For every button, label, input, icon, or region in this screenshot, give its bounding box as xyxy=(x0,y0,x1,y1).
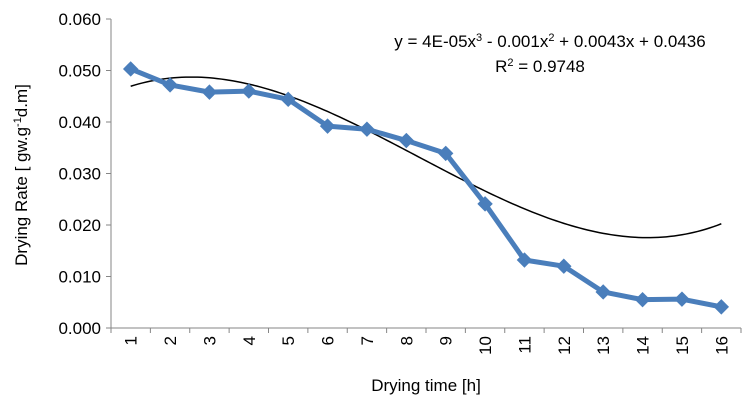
data-point-marker xyxy=(201,84,218,100)
equation-part-2: - 0.001x xyxy=(482,32,549,51)
x-tick-label: 12 xyxy=(555,336,574,355)
data-point-marker xyxy=(674,291,690,307)
data-point-marker xyxy=(280,91,296,108)
equation-part-3: + 0.0043x + 0.0436 xyxy=(554,32,705,51)
y-tick-label: 0.020 xyxy=(58,216,101,235)
data-point-marker xyxy=(437,145,454,162)
series-line xyxy=(129,66,722,310)
x-tick-label: 9 xyxy=(437,336,456,345)
x-tick-label: 16 xyxy=(712,336,731,355)
data-point-marker xyxy=(162,77,178,93)
data-point-marker xyxy=(241,83,257,99)
equation-sup-2: 2 xyxy=(548,32,554,44)
x-tick-label: 13 xyxy=(594,336,613,355)
r2-part-2: = 0.9748 xyxy=(514,57,585,76)
y-tick-label: 0.040 xyxy=(58,113,101,132)
data-point-marker xyxy=(398,132,415,149)
y-axis-title-tail: d.m] xyxy=(12,84,31,117)
series-group xyxy=(122,61,730,315)
y-tick-label: 0.030 xyxy=(58,165,101,184)
data-point-marker xyxy=(319,118,336,134)
y-axis-title: Drying Rate [ gw.g-1d.m] xyxy=(12,84,31,266)
trendline-group xyxy=(130,76,722,239)
x-tick-label: 8 xyxy=(397,336,416,345)
trendline xyxy=(130,76,722,239)
data-point-marker xyxy=(595,284,611,300)
r-squared: R2 = 0.9748 xyxy=(495,57,585,76)
y-tick-labels: 0.000 0.010 0.020 0.030 0.040 0.050 0.060 xyxy=(58,10,111,338)
y-axis-title-main: Drying Rate [ gw.g xyxy=(12,127,31,266)
x-tick-label: 1 xyxy=(122,336,141,345)
data-point-marker xyxy=(122,61,139,77)
x-tick-label: 3 xyxy=(200,336,219,345)
data-point-marker xyxy=(359,121,375,137)
y-tick-label: 0.000 xyxy=(58,319,101,338)
x-tick-label: 11 xyxy=(515,336,534,354)
x-tick-labels: 1 2 3 4 5 6 7 8 9 10 11 12 13 14 15 16 xyxy=(110,328,742,355)
r2-sup: 2 xyxy=(507,57,513,69)
y-axis-title-sup: -1 xyxy=(12,117,24,127)
x-tick-label: 5 xyxy=(279,336,298,345)
x-tick-label: 2 xyxy=(161,336,180,345)
x-tick-label: 7 xyxy=(358,336,377,345)
data-point-marker xyxy=(713,299,730,315)
trendline-equation: y = 4E-05x3 - 0.001x2 + 0.0043x + 0.0436 xyxy=(394,32,705,51)
x-tick-label: 4 xyxy=(240,336,259,345)
x-tick-label: 10 xyxy=(476,336,495,355)
x-tick-label: 15 xyxy=(673,336,692,355)
r2-part-1: R xyxy=(495,57,507,76)
equation-part-1: y = 4E-05x xyxy=(394,32,476,51)
data-point-marker xyxy=(477,196,493,212)
y-tick-label: 0.010 xyxy=(58,268,101,287)
data-point-marker xyxy=(516,252,533,268)
y-tick-label: 0.050 xyxy=(58,62,101,81)
y-tick-label: 0.060 xyxy=(58,10,101,29)
x-axis-title: Drying time [h] xyxy=(371,376,481,395)
axes xyxy=(110,19,741,329)
data-point-marker xyxy=(556,258,572,274)
equation-sup-1: 3 xyxy=(476,32,482,44)
data-point-marker xyxy=(634,291,651,308)
x-tick-label: 14 xyxy=(634,336,653,355)
x-tick-label: 6 xyxy=(319,336,338,345)
